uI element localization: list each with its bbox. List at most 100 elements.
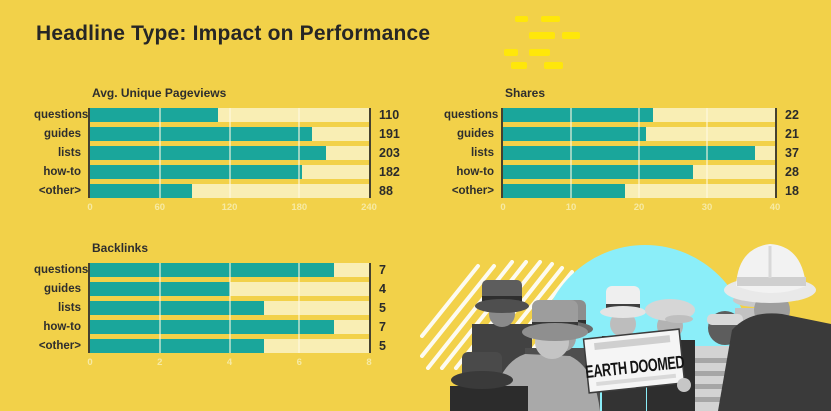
- accent-dash: [529, 32, 555, 39]
- category-label: questions: [34, 109, 89, 121]
- tick-label: 2: [157, 357, 163, 368]
- value-label: 88: [379, 184, 393, 198]
- chart-title: Shares: [505, 86, 546, 100]
- value-label: 5: [379, 301, 386, 315]
- category-label: <other>: [38, 340, 81, 352]
- bar-track: [90, 339, 369, 353]
- bar-fill: [503, 108, 653, 122]
- category-labels: questions guides lists how-to <other>: [34, 263, 88, 353]
- value-label: 203: [379, 146, 400, 160]
- bar-fill: [503, 184, 626, 198]
- bar-fill: [503, 127, 646, 141]
- value-labels: 22 21 37 28 18: [777, 108, 799, 198]
- category-label: guides: [456, 128, 494, 140]
- bar-fill: [90, 127, 313, 141]
- plot-area: [88, 108, 371, 198]
- bar-track: [90, 263, 369, 277]
- value-label: 7: [379, 320, 386, 334]
- tick-label: 0: [87, 357, 93, 368]
- value-label: 182: [379, 165, 400, 179]
- accent-dash: [562, 32, 580, 39]
- tick-label: 40: [769, 202, 781, 213]
- accent-dash: [541, 16, 560, 22]
- category-label: how-to: [43, 166, 81, 178]
- bar-fill: [90, 165, 302, 179]
- tick-label: 30: [701, 202, 713, 213]
- category-label: lists: [57, 147, 81, 159]
- bar-track: [90, 320, 369, 334]
- category-labels: questions guides lists how-to <other>: [34, 108, 88, 198]
- bar-fill: [90, 320, 335, 334]
- category-label: questions: [34, 264, 89, 276]
- tick-label: 180: [291, 202, 308, 213]
- category-label: lists: [470, 147, 494, 159]
- plot-area: [501, 108, 777, 198]
- bar-track: [503, 184, 775, 198]
- value-label: 4: [379, 282, 386, 296]
- bar-track: [90, 165, 369, 179]
- bar-track: [90, 184, 369, 198]
- tick-label: 8: [366, 357, 372, 368]
- page-title: Headline Type: Impact on Performance: [36, 22, 431, 45]
- tick-label: 120: [221, 202, 238, 213]
- x-axis-ticks: 0 2 4 6 8: [87, 357, 372, 369]
- plot-area: [88, 263, 371, 353]
- bar-track: [503, 146, 775, 160]
- accent-dash: [504, 49, 518, 56]
- category-label: how-to: [456, 166, 494, 178]
- tick-label: 20: [633, 202, 645, 213]
- bar-track: [90, 146, 369, 160]
- category-label: <other>: [38, 185, 81, 197]
- bar-fill: [503, 165, 694, 179]
- value-label: 5: [379, 339, 386, 353]
- category-label: guides: [43, 283, 81, 295]
- man-foreground-dark-hat: [450, 352, 528, 411]
- value-labels: 7 4 5 7 5: [371, 263, 386, 353]
- value-label: 110: [379, 108, 400, 122]
- chart-backlinks: Backlinks questions guides lists how-to <oth…: [34, 241, 386, 369]
- value-label: 191: [379, 127, 400, 141]
- category-label: lists: [57, 302, 81, 314]
- value-label: 7: [379, 263, 386, 277]
- chart-shares: Shares questions guides lists how-to <other>…: [444, 86, 799, 214]
- chart-title: Avg. Unique Pageviews: [92, 86, 227, 100]
- tick-label: 240: [361, 202, 377, 213]
- bar-track: [503, 108, 775, 122]
- bar-track: [90, 127, 369, 141]
- category-label: questions: [444, 109, 499, 121]
- bar-track: [90, 282, 369, 296]
- bar-track: [503, 127, 775, 141]
- man-big-white-fedora: [718, 244, 831, 411]
- tick-label: 4: [226, 357, 233, 368]
- bar-track: [90, 301, 369, 315]
- bar-fill: [90, 301, 265, 315]
- bar-fill: [90, 184, 193, 198]
- category-label: how-to: [43, 321, 81, 333]
- photo-collage: EARTH DOOMED: [420, 244, 831, 411]
- category-label: guides: [43, 128, 81, 140]
- accent-dash: [529, 49, 550, 56]
- value-label: 37: [785, 146, 799, 160]
- tick-label: 6: [296, 357, 302, 368]
- chart-avg-unique-pageviews: Avg. Unique Pageviews questions guides lis…: [34, 86, 400, 214]
- bar-fill: [90, 146, 326, 160]
- x-axis-ticks: 0 10 20 30 40: [500, 202, 780, 214]
- accent-dash: [544, 62, 563, 69]
- value-label: 28: [785, 165, 799, 179]
- hand: [677, 378, 691, 392]
- bar-fill: [503, 146, 755, 160]
- crowd-figures: EARTH DOOMED: [450, 244, 831, 411]
- tick-label: 10: [565, 202, 577, 213]
- chart-title: Backlinks: [92, 241, 149, 255]
- accent-dash: [511, 62, 527, 69]
- value-label: 22: [785, 108, 799, 122]
- x-axis-ticks: 0 60 120 180 240: [87, 202, 377, 214]
- tick-label: 60: [154, 202, 166, 213]
- bar-fill: [90, 282, 230, 296]
- category-labels: questions guides lists how-to <other>: [444, 108, 501, 198]
- bar-fill: [90, 263, 335, 277]
- bar-fill: [90, 339, 265, 353]
- bar-track: [503, 165, 775, 179]
- tick-label: 0: [87, 202, 93, 213]
- category-label: <other>: [451, 185, 494, 197]
